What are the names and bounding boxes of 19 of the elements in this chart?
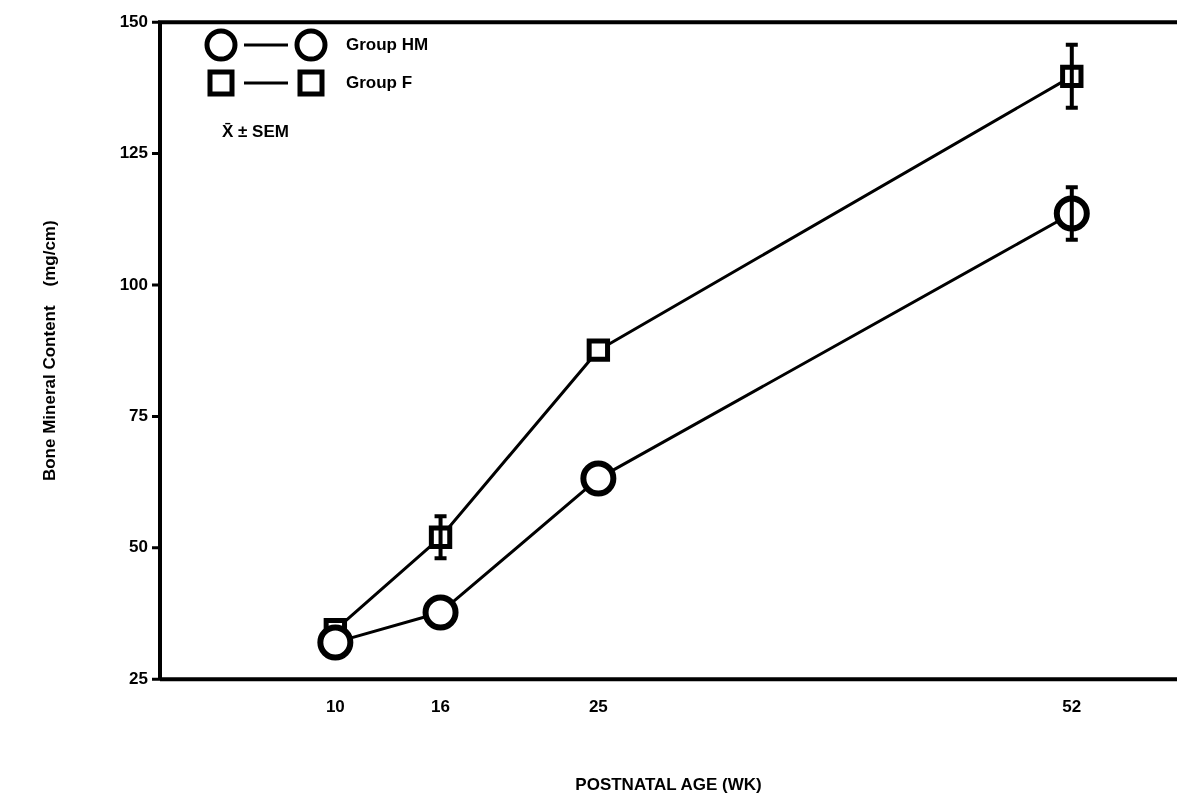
x-tick-label: 25 <box>588 697 608 717</box>
y-tick-label: 100 <box>119 274 148 294</box>
legend-label: Group F <box>346 73 413 94</box>
y-axis-title: Bone Mineral Content (mg/cm) <box>39 220 59 482</box>
y-tick-label: 75 <box>129 406 148 426</box>
x-tick-label: 52 <box>1062 697 1082 717</box>
point <box>317 624 354 661</box>
point <box>586 338 611 362</box>
y-tick-label: 125 <box>119 143 148 163</box>
y-tick-label: 50 <box>129 537 148 557</box>
point <box>422 594 459 631</box>
x-axis-title: POSTNATAL AGE (WK) <box>575 775 762 795</box>
y-tick-label: 25 <box>129 668 148 688</box>
annotation: X̄ ± SEM <box>222 122 289 143</box>
y-tick-label: 150 <box>119 11 148 31</box>
point <box>580 460 617 497</box>
x-tick-label: 16 <box>431 697 451 717</box>
x-tick-label: 10 <box>325 697 345 717</box>
legend-label: Group HM <box>346 35 429 56</box>
